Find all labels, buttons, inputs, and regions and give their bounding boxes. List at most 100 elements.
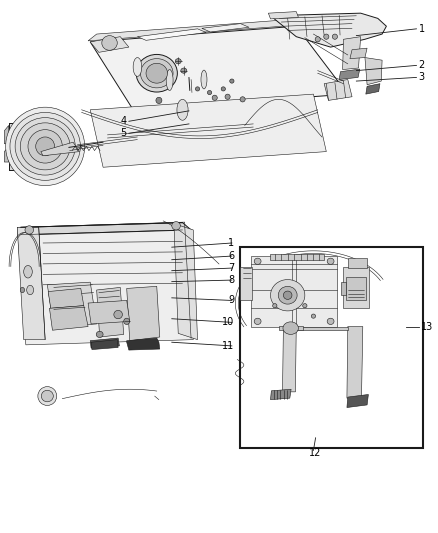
Polygon shape — [283, 327, 296, 392]
Text: 5: 5 — [120, 128, 127, 138]
Ellipse shape — [6, 107, 85, 185]
Ellipse shape — [303, 304, 307, 308]
Ellipse shape — [20, 287, 25, 293]
Ellipse shape — [20, 123, 70, 170]
Polygon shape — [350, 48, 367, 59]
Polygon shape — [41, 142, 79, 156]
Polygon shape — [49, 306, 88, 330]
Polygon shape — [90, 26, 348, 110]
Polygon shape — [366, 84, 380, 94]
Bar — [343, 266, 369, 308]
Polygon shape — [90, 338, 120, 348]
Ellipse shape — [15, 118, 75, 175]
Text: 6: 6 — [228, 251, 234, 261]
Ellipse shape — [136, 54, 177, 92]
Polygon shape — [90, 94, 326, 167]
Polygon shape — [4, 125, 9, 144]
Polygon shape — [91, 340, 118, 350]
Ellipse shape — [271, 280, 305, 311]
Polygon shape — [347, 394, 368, 408]
Text: 7: 7 — [228, 263, 234, 273]
Bar — [348, 258, 367, 268]
Polygon shape — [296, 327, 348, 330]
Bar — [251, 256, 337, 327]
Polygon shape — [271, 13, 386, 47]
Ellipse shape — [278, 286, 297, 304]
Polygon shape — [268, 12, 298, 19]
Polygon shape — [88, 301, 130, 324]
Ellipse shape — [27, 285, 34, 295]
Bar — [240, 247, 423, 448]
Bar — [341, 282, 346, 295]
Ellipse shape — [156, 97, 162, 103]
Text: 10: 10 — [222, 317, 234, 327]
Text: 11: 11 — [222, 341, 234, 351]
Text: 9: 9 — [228, 295, 234, 305]
Polygon shape — [17, 228, 45, 340]
Polygon shape — [97, 287, 124, 337]
Ellipse shape — [315, 37, 320, 42]
Text: 13: 13 — [421, 321, 433, 332]
Ellipse shape — [102, 36, 117, 50]
Polygon shape — [47, 282, 97, 327]
Ellipse shape — [332, 34, 337, 39]
Text: 3: 3 — [419, 72, 425, 83]
Ellipse shape — [133, 58, 142, 76]
Ellipse shape — [283, 291, 292, 300]
Polygon shape — [174, 224, 198, 340]
Ellipse shape — [175, 59, 181, 64]
Ellipse shape — [254, 318, 261, 325]
Ellipse shape — [254, 258, 261, 264]
Ellipse shape — [230, 79, 234, 83]
Ellipse shape — [225, 94, 230, 99]
Polygon shape — [90, 37, 129, 52]
Ellipse shape — [212, 95, 217, 100]
Text: 1: 1 — [228, 238, 234, 248]
Text: 8: 8 — [228, 275, 234, 285]
Ellipse shape — [272, 304, 277, 308]
Polygon shape — [4, 147, 9, 162]
Polygon shape — [48, 288, 84, 308]
Ellipse shape — [141, 59, 173, 88]
Polygon shape — [127, 286, 160, 341]
Polygon shape — [279, 326, 303, 330]
Ellipse shape — [177, 99, 188, 120]
Ellipse shape — [96, 332, 103, 337]
Ellipse shape — [311, 314, 315, 318]
Polygon shape — [347, 327, 363, 398]
Polygon shape — [9, 123, 41, 170]
Polygon shape — [365, 58, 382, 85]
Polygon shape — [270, 254, 324, 260]
Ellipse shape — [114, 310, 123, 319]
Ellipse shape — [324, 34, 329, 39]
Text: 4: 4 — [120, 116, 127, 126]
Ellipse shape — [327, 318, 334, 325]
Ellipse shape — [181, 68, 187, 73]
Text: 1: 1 — [419, 24, 425, 34]
Polygon shape — [88, 19, 305, 41]
Polygon shape — [202, 23, 249, 32]
Ellipse shape — [36, 137, 55, 156]
Ellipse shape — [208, 91, 212, 95]
Ellipse shape — [124, 318, 130, 325]
Ellipse shape — [221, 87, 226, 91]
Polygon shape — [339, 69, 360, 79]
Ellipse shape — [25, 226, 34, 234]
Ellipse shape — [10, 112, 80, 180]
Polygon shape — [138, 29, 206, 41]
Ellipse shape — [28, 130, 62, 163]
Text: 12: 12 — [309, 448, 322, 458]
Ellipse shape — [327, 258, 334, 264]
Polygon shape — [127, 338, 160, 350]
Polygon shape — [343, 37, 360, 70]
Ellipse shape — [195, 87, 200, 91]
Polygon shape — [21, 223, 191, 235]
Text: 2: 2 — [419, 60, 425, 70]
Ellipse shape — [146, 63, 167, 83]
Ellipse shape — [166, 70, 173, 91]
Polygon shape — [271, 389, 291, 400]
Ellipse shape — [172, 222, 180, 230]
Ellipse shape — [24, 265, 32, 278]
Ellipse shape — [240, 97, 245, 102]
Ellipse shape — [41, 390, 53, 402]
